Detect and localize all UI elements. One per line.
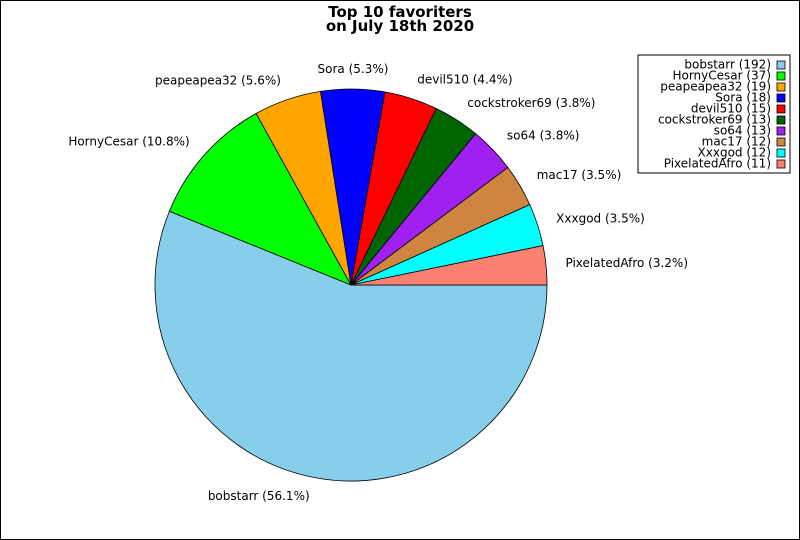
slice-label-Sora: Sora (5.3%) (318, 62, 389, 76)
slice-label-peapeapea32: peapeapea32 (5.6%) (155, 74, 281, 88)
legend-label-Xxxgod: Xxxgod (12) (698, 146, 771, 160)
pie-slices (154, 88, 548, 482)
legend-label-so64: so64 (13) (714, 124, 771, 138)
legend: bobstarr (192)HornyCesar (37)peapeapea32… (637, 54, 791, 174)
legend-label-cockstroker69: cockstroker69 (13) (658, 113, 771, 127)
legend-swatch-cockstroker69 (776, 115, 786, 125)
chart-title-line-2: on July 18th 2020 (326, 17, 474, 35)
slice-label-so64: so64 (3.8%) (507, 129, 580, 143)
legend-label-peapeapea32: peapeapea32 (19) (660, 80, 771, 94)
legend-swatch-bobstarr (776, 60, 786, 70)
slice-label-HornyCesar: HornyCesar (10.8%) (68, 134, 189, 148)
legend-swatch-Xxxgod (776, 148, 786, 158)
legend-label-bobstarr: bobstarr (192) (684, 58, 771, 72)
slice-label-bobstarr: bobstarr (56.1%) (208, 489, 310, 503)
legend-swatch-HornyCesar (776, 71, 786, 81)
legend-swatch-PixelatedAfro (776, 159, 786, 169)
legend-items: bobstarr (192)HornyCesar (37)peapeapea32… (658, 58, 786, 171)
slice-label-cockstroker69: cockstroker69 (3.8%) (467, 96, 595, 110)
pie-slice-HornyCesar (168, 112, 352, 286)
legend-label-devil510: devil510 (15) (691, 102, 771, 116)
pie-slice-labels: bobstarr (56.1%) HornyCesar (10.8%) peapea… (68, 62, 688, 503)
legend-label-Sora: Sora (18) (715, 91, 771, 105)
chart-title-line-1: Top 10 favoriters (328, 3, 472, 21)
legend-swatch-devil510 (776, 104, 786, 114)
slice-label-Xxxgod: Xxxgod (3.5%) (556, 211, 645, 225)
legend-swatch-Sora (776, 93, 786, 103)
legend-box (637, 54, 791, 174)
pie-slice-bobstarr (154, 210, 548, 482)
slice-label-PixelatedAfro: PixelatedAfro (3.2%) (566, 256, 689, 270)
legend-label-PixelatedAfro: PixelatedAfro (11) (664, 157, 771, 171)
legend-swatch-so64 (776, 126, 786, 136)
slice-label-mac17: mac17 (3.5%) (537, 168, 622, 182)
legend-label-mac17: mac17 (12) (702, 135, 771, 149)
legend-swatch-peapeapea32 (776, 82, 786, 92)
slice-label-devil510: devil510 (4.4%) (417, 72, 512, 86)
legend-label-HornyCesar: HornyCesar (37) (672, 69, 771, 83)
legend-swatch-mac17 (776, 137, 786, 147)
pie-slice-PixelatedAfro (350, 245, 548, 286)
